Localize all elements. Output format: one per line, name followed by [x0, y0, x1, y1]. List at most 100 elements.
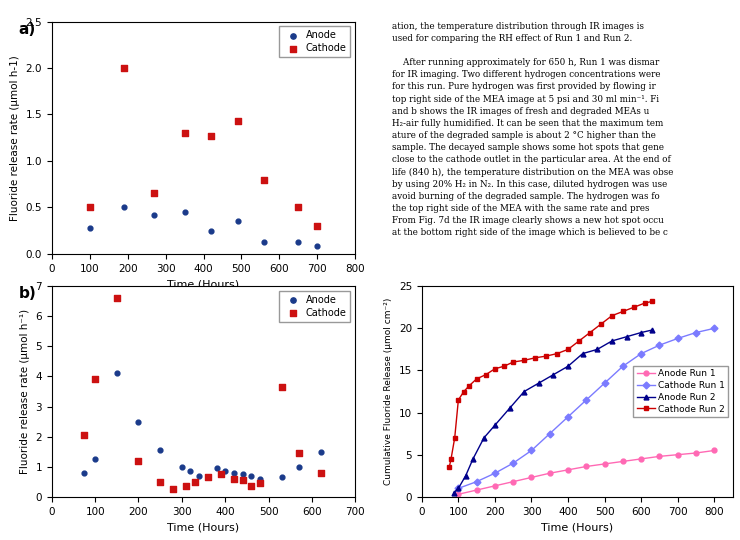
Cathode Run 2: [585, 329, 594, 336]
Y-axis label: Cumulative Fluoride Release (μmol cm⁻²): Cumulative Fluoride Release (μmol cm⁻²): [384, 298, 393, 485]
Cathode: [254, 479, 266, 488]
Anode: [154, 446, 166, 455]
X-axis label: Time (Hours): Time (Hours): [167, 279, 240, 289]
Cathode: [205, 132, 217, 140]
Anode Run 2: [593, 346, 602, 353]
Cathode Run 2: [460, 388, 468, 395]
Cathode: [292, 203, 304, 212]
Cathode Run 1: [582, 397, 591, 403]
Cathode Run 2: [630, 304, 639, 310]
Anode: [228, 468, 240, 477]
Anode Run 2: [468, 456, 477, 462]
Cathode Run 2: [574, 338, 583, 344]
Anode: [219, 467, 231, 476]
Cathode: [148, 189, 160, 198]
Anode: [178, 208, 190, 217]
Cathode: [78, 431, 90, 440]
Cathode Run 1: [491, 470, 500, 476]
Anode Run 2: [491, 422, 500, 428]
Cathode Run 1: [527, 447, 536, 454]
Cathode Run 2: [619, 308, 628, 315]
X-axis label: Time (Hours): Time (Hours): [167, 522, 240, 532]
Cathode Run 2: [531, 355, 539, 361]
Anode Run 1: [619, 458, 628, 464]
Cathode Run 2: [472, 376, 481, 382]
Anode: [245, 471, 257, 480]
Cathode: [314, 468, 326, 477]
Anode Run 2: [449, 489, 458, 496]
Anode: [184, 467, 196, 476]
Cathode: [232, 117, 243, 125]
Anode Run 2: [608, 338, 616, 344]
Cathode: [111, 294, 123, 302]
Anode Run 1: [636, 456, 645, 462]
Anode: [237, 470, 249, 478]
Anode Run 1: [710, 447, 719, 454]
Anode Run 1: [509, 478, 518, 485]
Legend: Anode Run 1, Cathode Run 1, Anode Run 2, Cathode Run 2: Anode Run 1, Cathode Run 1, Anode Run 2,…: [633, 366, 728, 417]
Line: Cathode Run 1: Cathode Run 1: [456, 326, 717, 491]
Anode: [148, 211, 160, 219]
Legend: Anode, Cathode: Anode, Cathode: [279, 26, 350, 57]
Anode Run 2: [648, 327, 656, 333]
Anode Run 1: [673, 451, 682, 458]
Anode: [202, 473, 214, 482]
Y-axis label: Fluoride release rate (μmol h⁻¹): Fluoride release rate (μmol h⁻¹): [20, 309, 30, 474]
Anode Run 1: [655, 453, 664, 460]
Anode: [254, 475, 266, 483]
Cathode: [237, 476, 249, 484]
Anode Run 2: [622, 334, 631, 340]
Cathode: [312, 221, 323, 230]
Anode: [111, 369, 123, 378]
Anode: [275, 473, 287, 482]
Cathode Run 1: [619, 363, 628, 369]
Cathode: [245, 482, 257, 490]
Cathode Run 2: [454, 397, 462, 403]
Cathode: [154, 477, 166, 486]
Cathode Run 2: [648, 298, 656, 305]
X-axis label: Time (Hours): Time (Hours): [541, 522, 613, 532]
Anode: [205, 226, 217, 235]
Cathode Run 2: [519, 357, 528, 363]
Cathode: [293, 449, 305, 457]
Cathode: [258, 176, 270, 185]
Anode: [193, 471, 205, 480]
Cathode Run 1: [692, 329, 701, 336]
Anode: [78, 468, 90, 477]
Cathode Run 1: [636, 350, 645, 357]
Legend: Anode, Cathode: Anode, Cathode: [279, 291, 350, 322]
Cathode: [132, 456, 144, 465]
Cathode Run 2: [445, 464, 454, 470]
Cathode Run 2: [553, 350, 562, 357]
Cathode Run 2: [509, 359, 518, 365]
Cathode: [118, 64, 130, 72]
Line: Cathode Run 2: Cathode Run 2: [447, 299, 655, 470]
Cathode: [189, 477, 201, 486]
Anode: [292, 238, 304, 246]
Cathode Run 2: [447, 456, 456, 462]
Cathode Run 2: [465, 382, 474, 389]
Anode Run 2: [578, 350, 587, 357]
Anode Run 1: [692, 450, 701, 456]
Cathode: [202, 473, 214, 482]
Anode Run 1: [472, 487, 481, 494]
Cathode: [90, 375, 101, 384]
Cathode Run 2: [500, 363, 508, 369]
Anode Run 2: [505, 405, 514, 411]
Anode: [258, 238, 270, 246]
Anode: [118, 203, 130, 212]
Cathode Run 2: [608, 313, 616, 319]
Line: Anode Run 2: Anode Run 2: [451, 328, 655, 495]
Text: ation, the temperature distribution through IR images is
used for comparing the : ation, the temperature distribution thro…: [392, 22, 673, 238]
Cathode Run 1: [600, 380, 609, 386]
Line: Anode Run 1: Anode Run 1: [456, 448, 717, 497]
Anode Run 1: [527, 474, 536, 481]
Anode: [232, 217, 243, 226]
Cathode: [215, 470, 226, 478]
Anode Run 1: [564, 467, 573, 473]
Cathode Run 1: [454, 485, 462, 491]
Cathode: [178, 129, 190, 137]
Cathode Run 1: [509, 460, 518, 467]
Cathode Run 2: [491, 366, 500, 372]
Cathode Run 2: [564, 346, 573, 353]
